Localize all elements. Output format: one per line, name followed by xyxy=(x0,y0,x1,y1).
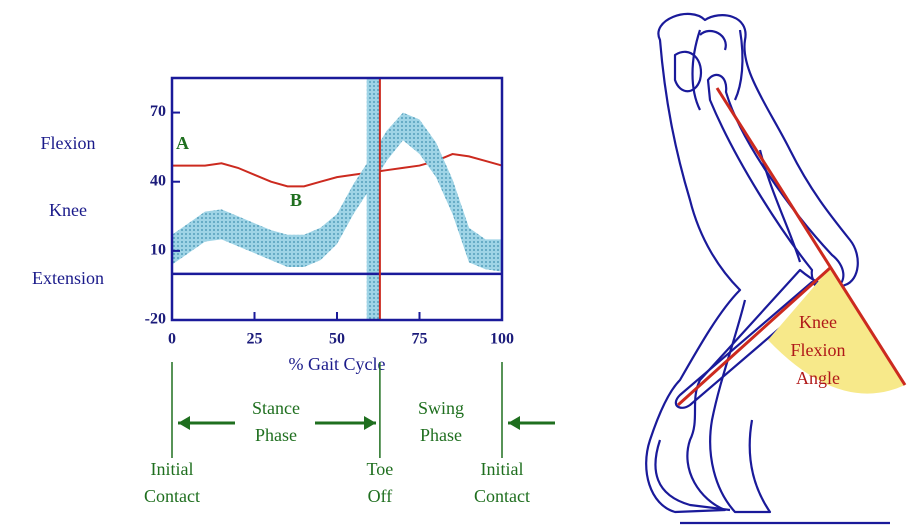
event-label: Initial xyxy=(151,459,194,479)
x-axis-label: % Gait Cycle xyxy=(289,354,386,374)
event-label: Contact xyxy=(474,486,530,506)
toe-off-band xyxy=(367,78,380,320)
phase-label: Phase xyxy=(255,425,297,445)
event-label: Off xyxy=(368,486,393,506)
phase-label: Phase xyxy=(420,425,462,445)
y-tick-label: 70 xyxy=(150,103,166,120)
foot xyxy=(655,440,730,510)
y-tick-label: -20 xyxy=(145,311,166,328)
arrow-head xyxy=(178,416,190,430)
series-label: B xyxy=(290,190,302,210)
y-tick-label: 10 xyxy=(150,242,166,259)
series-label: A xyxy=(176,133,189,153)
angle-label: Angle xyxy=(796,368,840,388)
angle-label: Knee xyxy=(799,312,837,332)
x-tick-label: 50 xyxy=(329,331,345,348)
page: -201040700255075100% Gait CycleFlexionKn… xyxy=(0,0,907,531)
y-axis-word: Flexion xyxy=(40,133,95,153)
x-tick-label: 0 xyxy=(168,331,176,348)
angle-label: Flexion xyxy=(790,340,845,360)
normal-band xyxy=(172,113,502,272)
event-label: Toe xyxy=(367,459,394,479)
y-axis-word: Extension xyxy=(32,268,104,288)
event-label: Contact xyxy=(144,486,200,506)
chart: -20 10 40 70 0 25 50 75 100 % Gait Cycle Flexion Kn… xyxy=(32,78,555,506)
arrow-head xyxy=(508,416,520,430)
phase-label: Stance xyxy=(252,398,300,418)
phase-label: Swing xyxy=(418,398,464,418)
x-tick-label: 100 xyxy=(490,331,514,348)
y-tick-label: 40 xyxy=(150,172,166,189)
x-tick-label: 75 xyxy=(412,331,428,348)
pelvis xyxy=(675,31,726,91)
y-axis-word: Knee xyxy=(49,200,87,220)
illustration xyxy=(646,14,890,523)
x-tick-label: 25 xyxy=(247,331,263,348)
event-label: Initial xyxy=(481,459,524,479)
angle-marker: Knee Flexion Angle xyxy=(678,88,905,405)
arrow-head xyxy=(364,416,376,430)
